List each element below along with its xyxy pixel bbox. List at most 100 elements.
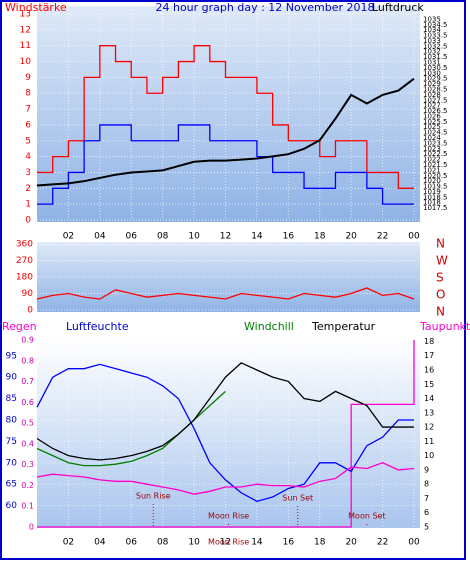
y2-tick-label: 1032 — [423, 48, 441, 56]
y2-tick-label: 1030.5 — [423, 64, 448, 72]
y-tick-label: 2 — [25, 184, 31, 194]
series-line — [36, 287, 415, 300]
y-tick-label: 9 — [25, 73, 31, 83]
y2-tick-label: 1021.5 — [423, 161, 448, 169]
y2-tick-label: 5 — [424, 523, 429, 532]
y2-tick-label: 1018 — [423, 199, 441, 207]
y2-tick-label: 1031.5 — [423, 53, 448, 61]
y3-tick-label: 0.3 — [21, 460, 34, 469]
y-tick-label: 95 — [6, 351, 17, 361]
y2-tick-label: 1029 — [423, 80, 441, 88]
y-tick-label: 3 — [25, 168, 31, 178]
y2-tick-label: 8 — [424, 480, 429, 489]
series-line — [37, 124, 414, 205]
y3-tick-label: 0.8 — [21, 356, 34, 365]
y2-tick-label: 1022.5 — [423, 150, 448, 158]
x-tick-label: 22 — [377, 232, 388, 242]
y-tick-label: 10 — [20, 57, 32, 67]
x-tick-label: 10 — [188, 232, 200, 242]
y2-tick-label: 18 — [424, 337, 434, 346]
y2-tick-label: 11 — [424, 437, 434, 446]
y2-tick-label: 17 — [424, 351, 434, 360]
x-tick-label: 10 — [188, 538, 200, 548]
y2-tick-label: 7 — [424, 494, 429, 503]
y2-tick-label: 1024 — [423, 134, 441, 142]
series-line — [36, 462, 415, 495]
y2-tick-label: 1034.5 — [423, 21, 448, 29]
y-tick-label: 75 — [6, 437, 17, 447]
y2-tick-label: 14 — [424, 394, 434, 403]
y2-tick-label: 1019 — [423, 188, 441, 196]
dewpoint-label: Taupunkt — [419, 320, 470, 333]
series-line — [36, 362, 414, 461]
y3-tick-label: 0.6 — [21, 398, 34, 407]
y2-tick-label: 1028 — [423, 91, 441, 99]
x-tick-label: 14 — [251, 538, 263, 548]
x-tick-label: 08 — [157, 232, 169, 242]
x-tick-label: 06 — [126, 538, 138, 548]
x-tick-label: 02 — [63, 232, 74, 242]
y3-tick-label: 0.1 — [21, 502, 34, 511]
y2-tick-label: 1020.5 — [423, 172, 448, 180]
y2-tick-label: 1028.5 — [423, 85, 448, 93]
y2-tick-label: 12 — [424, 423, 434, 432]
y-tick-label: 11 — [20, 41, 31, 51]
panel-wind-bg — [37, 6, 420, 222]
x-tick-label: 08 — [157, 538, 169, 548]
x-tick-label: 00 — [408, 538, 420, 548]
y2-tick-label: 1032.5 — [423, 42, 448, 50]
x-tick-label: 04 — [94, 538, 106, 548]
y2-tick-label: S — [436, 271, 444, 285]
y2-tick-label: O — [436, 288, 445, 302]
y2-tick-label: 13 — [424, 408, 434, 417]
annotation: Moon Set — [348, 512, 385, 521]
y2-tick-label: 1024.5 — [423, 129, 448, 137]
y2-tick-label: 1035 — [423, 15, 441, 23]
y-tick-label: 0 — [27, 306, 33, 316]
y2-tick-label: 1017.5 — [423, 204, 448, 212]
temperature-label: Temperatur — [311, 320, 376, 333]
chart-title: 24 hour graph day : 12 November 2018 — [155, 1, 374, 14]
annotation: Moon Rise — [208, 538, 249, 547]
y-tick-label: 6 — [25, 120, 31, 130]
x-tick-label: 00 — [408, 232, 420, 242]
x-tick-label: 20 — [345, 232, 357, 242]
y2-tick-label: 1030 — [423, 69, 441, 77]
series-line — [37, 45, 414, 189]
y-tick-label: 90 — [22, 289, 34, 299]
y2-tick-label: 9 — [424, 465, 429, 474]
panel-temp-bg — [37, 338, 420, 528]
y2-tick-label: 1031 — [423, 59, 441, 67]
series-line — [37, 340, 415, 528]
y-tick-label: 12 — [20, 25, 31, 35]
x-tick-label: 02 — [63, 538, 74, 548]
annotation: Sun Rise — [136, 492, 171, 501]
annotation: Sun Set — [282, 494, 313, 503]
windchill-label: Windchill — [244, 320, 294, 333]
y2-tick-label: 1021 — [423, 166, 441, 174]
y2-tick-label: 6 — [424, 508, 429, 517]
x-tick-label: 18 — [314, 538, 326, 548]
y3-tick-label: 0 — [29, 523, 34, 532]
x-tick-label: 06 — [126, 232, 138, 242]
annotation: Moon Rise — [208, 512, 249, 521]
series-line — [36, 77, 415, 187]
y2-tick-label: 10 — [424, 451, 434, 460]
y2-tick-label: 1026 — [423, 112, 441, 120]
y-tick-label: 0 — [25, 216, 31, 226]
y-tick-label: 270 — [16, 256, 33, 266]
y2-tick-label: 1025.5 — [423, 118, 448, 126]
x-tick-label: 16 — [283, 232, 295, 242]
y-tick-label: 180 — [16, 273, 33, 283]
y-tick-label: 60 — [6, 501, 18, 511]
pressure-label: Luftdruck — [372, 1, 424, 14]
x-tick-label: 16 — [283, 538, 295, 548]
y-tick-label: 360 — [16, 240, 33, 250]
y-tick-label: 7 — [25, 105, 31, 115]
series-line — [36, 363, 414, 503]
x-tick-label: 12 — [220, 232, 231, 242]
y2-tick-label: 1019.5 — [423, 183, 448, 191]
y2-tick-label: 1018.5 — [423, 193, 448, 201]
y2-tick-label: 1023.5 — [423, 139, 448, 147]
